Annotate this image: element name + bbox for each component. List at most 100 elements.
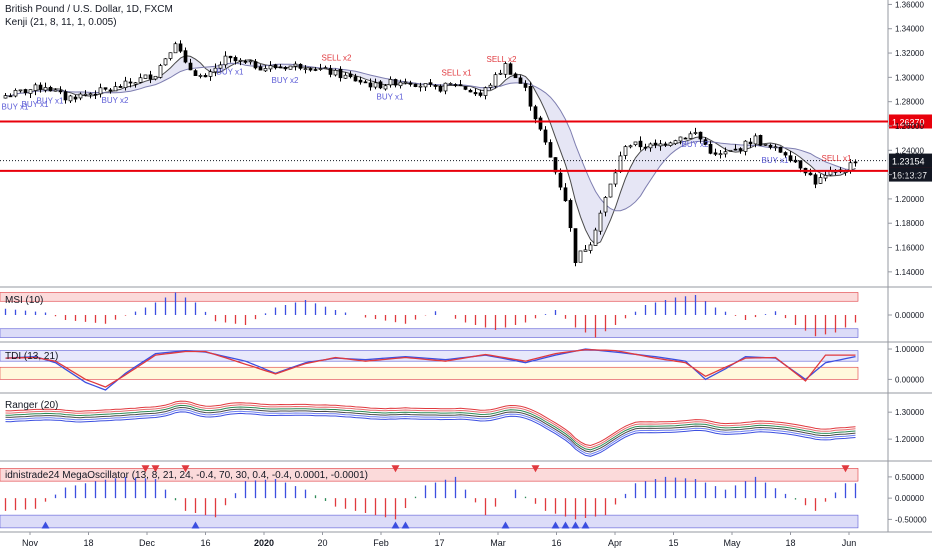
candle-body xyxy=(153,75,158,80)
price-tick-label: 1.26000 xyxy=(895,122,924,131)
osc-down-marker xyxy=(151,465,160,473)
candle-body xyxy=(283,67,288,70)
candle-body xyxy=(748,141,753,145)
candle-body xyxy=(13,90,18,97)
tdi-blue-line xyxy=(5,348,856,391)
candle-body xyxy=(123,80,128,88)
candle-body xyxy=(698,131,703,140)
candle-body xyxy=(418,85,423,88)
candle-body xyxy=(378,81,383,89)
candle-body xyxy=(433,85,438,87)
candle-body xyxy=(158,65,163,78)
candle-body xyxy=(848,162,853,171)
candle-body xyxy=(48,87,53,92)
candle-body xyxy=(738,148,743,151)
candle-body xyxy=(598,212,603,232)
background-layer xyxy=(0,0,932,533)
candle-body xyxy=(668,142,673,146)
candle-body xyxy=(73,96,78,100)
candle-body xyxy=(453,84,458,86)
candle-body xyxy=(213,67,218,73)
buy-signal-label: BUY x2 xyxy=(272,76,300,85)
candle-body xyxy=(218,64,223,69)
countdown-label: 16:13:37 xyxy=(892,171,927,181)
price-tick-label: 1.16000 xyxy=(895,244,924,253)
osc-tick-label: 0.00000 xyxy=(895,494,924,503)
candle-body xyxy=(363,81,368,84)
candle-body xyxy=(758,135,763,146)
candle-body xyxy=(783,152,788,156)
candle-body xyxy=(493,74,498,87)
candle-body xyxy=(58,90,63,93)
candle-body xyxy=(53,89,58,92)
candle-body xyxy=(648,143,653,149)
candle-body xyxy=(663,143,668,146)
candle-body xyxy=(368,82,373,88)
time-tick-label: 16 xyxy=(200,538,210,548)
price-tick-label: 1.20000 xyxy=(895,195,924,204)
candle-body xyxy=(753,135,758,145)
candle-body xyxy=(568,200,573,229)
candle-body xyxy=(728,149,733,152)
candle-body xyxy=(438,85,443,92)
candle-body xyxy=(183,50,188,63)
candle-body xyxy=(423,83,428,88)
candle-body xyxy=(248,60,253,63)
candle-body xyxy=(413,83,418,88)
candle-body xyxy=(143,74,148,79)
osc-tick-label: 0.50000 xyxy=(895,473,924,482)
candle-body xyxy=(233,57,238,62)
candle-body xyxy=(298,63,303,69)
candle-body xyxy=(588,244,593,251)
time-tick-label: Feb xyxy=(373,538,389,548)
candle-body xyxy=(353,76,358,82)
candle-body xyxy=(818,177,823,184)
candle-body xyxy=(188,62,193,71)
sell-signal-label: SELL x1 xyxy=(822,154,852,163)
candle-body xyxy=(688,133,693,139)
candle-body xyxy=(338,68,343,79)
candle-body xyxy=(458,84,463,86)
candle-body xyxy=(578,250,583,263)
candle-body xyxy=(358,79,363,83)
candle-body xyxy=(483,87,488,96)
candle-body xyxy=(443,82,448,92)
price-tick-label: 1.22000 xyxy=(895,171,924,180)
candle-body xyxy=(498,72,503,75)
ranger-band-line xyxy=(5,400,856,447)
price-tick-label: 1.30000 xyxy=(895,73,924,82)
osc-up-marker xyxy=(561,521,570,529)
osc-down-marker xyxy=(181,465,190,473)
candle-body xyxy=(653,142,658,146)
candle-body xyxy=(678,136,683,142)
price-tick-label: 1.36000 xyxy=(895,0,924,9)
candle-body xyxy=(403,81,408,84)
level-price-label: 1.26370 xyxy=(892,117,925,127)
candle-body xyxy=(33,84,38,91)
time-tick-label: 18 xyxy=(785,538,795,548)
msi-pane-title: MSI (10) xyxy=(5,295,43,306)
time-axis: Nov 18 Dec 16 2020 20 Feb 17 Mar 16 Apr 15 May 18 Jun xyxy=(22,532,856,548)
candle-body xyxy=(133,82,138,85)
price-tick-label: 1.18000 xyxy=(895,219,924,228)
candle-body xyxy=(548,142,553,158)
candle-body xyxy=(503,63,508,75)
time-tick-label: Dec xyxy=(139,538,156,548)
candle-body xyxy=(693,132,698,134)
candle-body xyxy=(723,151,728,155)
buy-signal-label: BUY x1 xyxy=(37,97,65,106)
osc-up-marker xyxy=(391,521,400,529)
candle-body xyxy=(28,89,33,94)
candle-body xyxy=(273,64,278,69)
ranger-band-line xyxy=(5,404,856,451)
osc-up-marker xyxy=(41,521,50,529)
candle-body xyxy=(813,174,818,185)
candle-body xyxy=(778,146,783,153)
osc-down-marker xyxy=(141,465,150,473)
candle-body xyxy=(263,68,268,72)
price-tick-label: 1.24000 xyxy=(895,146,924,155)
candle-body xyxy=(8,95,13,98)
candle-body xyxy=(643,146,648,149)
candle-body xyxy=(23,89,28,94)
price-tick-label: 1.34000 xyxy=(895,25,924,34)
